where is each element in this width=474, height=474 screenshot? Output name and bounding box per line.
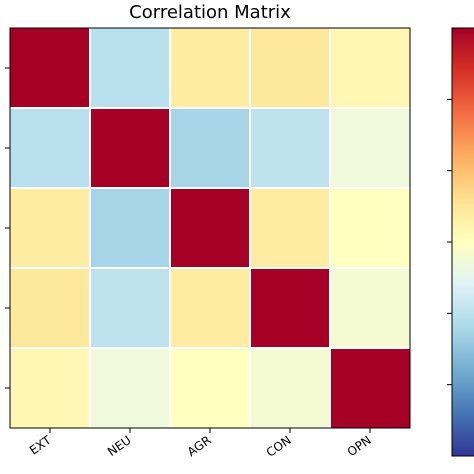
- heatmap-cell-OPN-AGR: [170, 348, 250, 428]
- colorbar-ticks: [447, 98, 452, 386]
- heatmap-cell-CON-EXT: [10, 268, 90, 348]
- heatmap-cell-CON-CON: [250, 268, 330, 348]
- x-axis-ticks: EXT NEU AGR CON OPN: [27, 428, 374, 460]
- heatmap-cell-AGR-NEU: [90, 188, 170, 268]
- heatmap-cell-EXT-OPN: [330, 28, 410, 108]
- x-tick-label: OPN: [345, 433, 374, 459]
- heatmap-cell-AGR-EXT: [10, 188, 90, 268]
- heatmap-cell-EXT-AGR: [170, 28, 250, 108]
- heatmap-cell-CON-NEU: [90, 268, 170, 348]
- heatmap-cell-AGR-OPN: [330, 188, 410, 268]
- x-tick-label: AGR: [185, 433, 214, 459]
- heatmap-cell-AGR-CON: [250, 188, 330, 268]
- heatmap-cell-NEU-EXT: [10, 108, 90, 188]
- heatmap-cell-EXT-EXT: [10, 28, 90, 108]
- y-axis-ticks: [5, 67, 10, 389]
- heatmap-cell-CON-OPN: [330, 268, 410, 348]
- heatmap-cell-CON-AGR: [170, 268, 250, 348]
- heatmap-cell-NEU-AGR: [170, 108, 250, 188]
- x-tick-label: EXT: [27, 433, 54, 458]
- chart-title: Correlation Matrix: [129, 2, 291, 23]
- heatmap-cell-OPN-EXT: [10, 348, 90, 428]
- heatmap-cell-NEU-CON: [250, 108, 330, 188]
- heatmap-cell-AGR-AGR: [170, 188, 250, 268]
- heatmap-cell-EXT-NEU: [90, 28, 170, 108]
- heatmap-cell-NEU-NEU: [90, 108, 170, 188]
- heatmap-cell-EXT-CON: [250, 28, 330, 108]
- heatmap-cell-OPN-OPN: [330, 348, 410, 428]
- heatmap-cell-NEU-OPN: [330, 108, 410, 188]
- heatmap-cell-OPN-CON: [250, 348, 330, 428]
- heatmap-grid: [10, 28, 410, 428]
- x-tick-label: CON: [264, 433, 294, 460]
- heatmap-cells: [10, 28, 410, 428]
- colorbar: [451, 27, 474, 457]
- heatmap-cell-OPN-NEU: [90, 348, 170, 428]
- x-tick-label: NEU: [105, 433, 134, 459]
